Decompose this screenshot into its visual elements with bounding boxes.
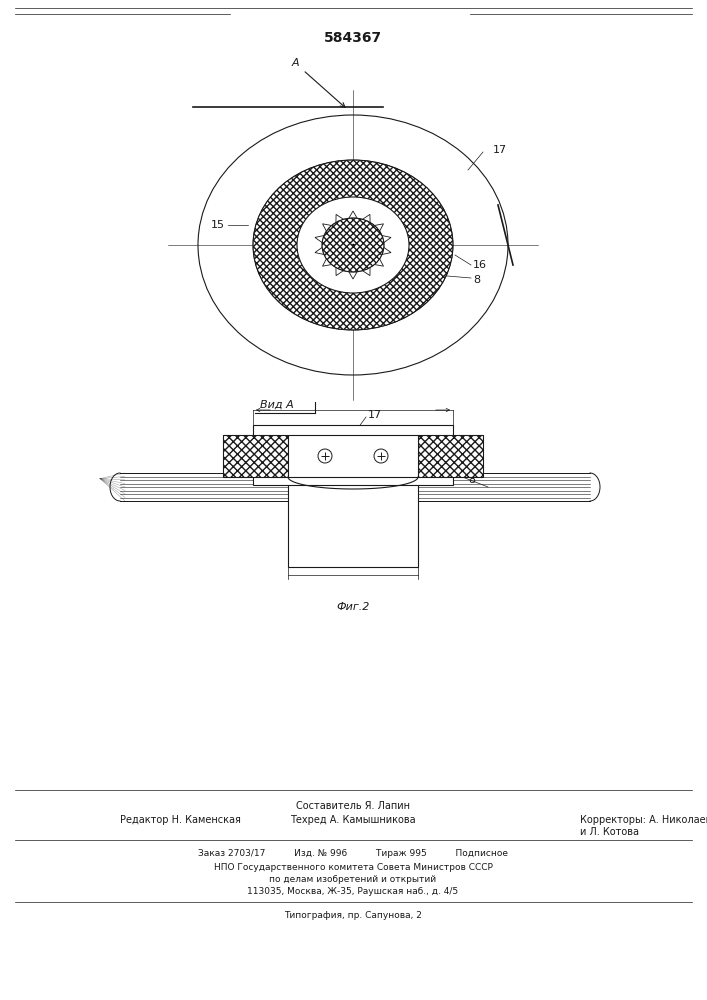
Text: НПО Государственного комитета Совета Министров СССР: НПО Государственного комитета Совета Мин… bbox=[214, 863, 493, 872]
Text: и Л. Котова: и Л. Котова bbox=[580, 827, 639, 837]
Text: 16: 16 bbox=[473, 260, 487, 270]
Text: Заказ 2703/17          Изд. № 996          Тираж 995          Подписное: Заказ 2703/17 Изд. № 996 Тираж 995 Подпи… bbox=[198, 850, 508, 858]
Bar bbox=[418, 435, 483, 477]
Text: Вид А: Вид А bbox=[260, 400, 293, 410]
Text: 15: 15 bbox=[211, 220, 225, 230]
Text: Составитель Я. Лапин: Составитель Я. Лапин bbox=[296, 801, 410, 811]
Ellipse shape bbox=[198, 115, 508, 375]
Text: 17: 17 bbox=[368, 410, 382, 420]
Text: 17: 17 bbox=[493, 145, 507, 155]
Text: Редактор Н. Каменская: Редактор Н. Каменская bbox=[120, 815, 241, 825]
Bar bbox=[418, 435, 483, 477]
Bar bbox=[288, 477, 418, 567]
Ellipse shape bbox=[322, 218, 384, 272]
Text: Техред А. Камышникова: Техред А. Камышникова bbox=[290, 815, 416, 825]
Text: 584367: 584367 bbox=[324, 31, 382, 45]
Bar bbox=[223, 435, 288, 477]
Text: Типография, пр. Сапунова, 2: Типография, пр. Сапунова, 2 bbox=[284, 910, 422, 920]
Text: 8: 8 bbox=[468, 475, 475, 485]
Ellipse shape bbox=[297, 197, 409, 293]
Text: 113035, Москва, Ж-35, Раушская наб., д. 4/5: 113035, Москва, Ж-35, Раушская наб., д. … bbox=[247, 888, 459, 896]
Text: 7: 7 bbox=[468, 458, 475, 468]
Bar bbox=[288, 435, 418, 477]
Text: A: A bbox=[291, 58, 299, 68]
Text: по делам изобретений и открытий: по делам изобретений и открытий bbox=[269, 876, 436, 884]
Bar bbox=[223, 435, 288, 477]
Text: 8: 8 bbox=[473, 275, 480, 285]
Text: Фиг.2: Фиг.2 bbox=[337, 602, 370, 612]
Bar bbox=[253, 425, 453, 485]
Ellipse shape bbox=[253, 160, 453, 330]
Text: 16: 16 bbox=[468, 435, 482, 445]
Text: Корректоры: А. Николаева: Корректоры: А. Николаева bbox=[580, 815, 707, 825]
